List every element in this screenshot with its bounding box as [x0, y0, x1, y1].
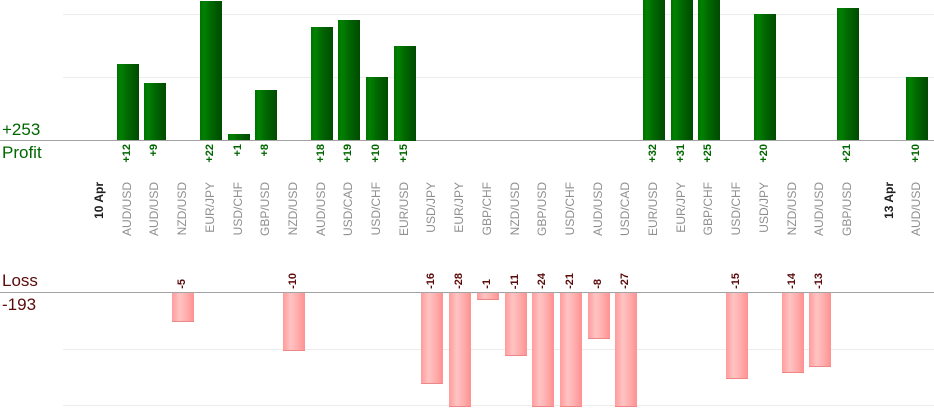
loss-bar — [532, 293, 554, 407]
profit-value-label: +15 — [398, 144, 410, 163]
profit-bar — [228, 134, 250, 140]
profit-bar — [671, 0, 693, 140]
profit-gridline — [63, 14, 934, 15]
profit-value-label: +19 — [342, 144, 354, 163]
x-axis-pair-label: USD/JPY — [757, 182, 771, 233]
x-axis-pair-label: AUD/USD — [314, 182, 328, 237]
x-axis-pair-label: AUD/USD — [909, 182, 923, 237]
loss-value-label: -1 — [481, 279, 493, 289]
profit-value-label: +1 — [232, 144, 244, 157]
x-axis-pair-label: USD/CAD — [618, 182, 632, 237]
x-axis-pair-label: EUR/JPY — [452, 182, 466, 233]
loss-gridline — [63, 349, 934, 350]
loss-value-label: -5 — [176, 279, 188, 289]
profit-value-label: +20 — [758, 144, 770, 163]
loss-bar — [588, 293, 610, 339]
profit-bar — [366, 77, 388, 140]
loss-value-label: -27 — [619, 273, 631, 289]
x-axis-pair-label: USD/CHF — [231, 182, 245, 236]
loss-value-label: -14 — [786, 273, 798, 289]
loss-baseline — [0, 292, 934, 293]
profit-value-label: +10 — [910, 144, 922, 163]
profit-bar — [754, 14, 776, 140]
x-axis-date-label: 10 Apr — [92, 182, 106, 219]
profit-value-label: +32 — [647, 144, 659, 163]
profit-value-label: +21 — [841, 144, 853, 163]
loss-value-label: -8 — [592, 279, 604, 289]
loss-bar — [283, 293, 305, 351]
loss-value-label: -15 — [730, 273, 742, 289]
loss-bar — [421, 293, 443, 384]
x-axis-pair-label: EUR/JPY — [674, 182, 688, 233]
profit-value-label: +9 — [148, 144, 160, 157]
loss-value-label: -28 — [453, 273, 465, 289]
profit-bar — [906, 77, 928, 140]
profit-bar — [394, 46, 416, 141]
x-axis-pair-label: NZD/USD — [286, 182, 300, 236]
profit-gridline — [63, 77, 934, 78]
x-axis-pair-label: GBP/CHF — [480, 182, 494, 236]
x-axis-pair-label: GBP/USD — [535, 182, 549, 237]
loss-gridline — [63, 405, 934, 406]
loss-bar — [477, 293, 499, 300]
profit-axis-label: Profit — [2, 143, 42, 162]
x-axis-pair-label: USD/CHF — [729, 182, 743, 236]
profit-bar — [200, 1, 222, 140]
x-axis-pair-label: GBP/USD — [840, 182, 854, 237]
profit-bar — [837, 8, 859, 140]
x-axis-pair-label: NZD/USD — [785, 182, 799, 236]
loss-value-label: -24 — [536, 273, 548, 289]
loss-value-label: -13 — [813, 273, 825, 289]
profit-bar — [255, 90, 277, 140]
x-axis-pair-label: USD/CHF — [563, 182, 577, 236]
profit-bar — [311, 27, 333, 140]
profit-baseline — [0, 140, 934, 141]
profit-value-label: +8 — [259, 144, 271, 157]
profit-value-label: +18 — [315, 144, 327, 163]
profit-value-label: +22 — [204, 144, 216, 163]
loss-axis-label: Loss — [2, 271, 38, 290]
loss-total: -193 — [2, 295, 37, 314]
x-axis-pair-label: EUR/USD — [397, 182, 411, 237]
loss-bar — [505, 293, 527, 356]
profit-bar — [643, 0, 665, 140]
x-axis-pair-label: AUD/USD — [147, 182, 161, 237]
profit-bar — [117, 64, 139, 140]
x-axis-pair-label: EUR/USD — [646, 182, 660, 237]
x-axis-pair-label: EUR/JPY — [203, 182, 217, 233]
x-axis-pair-label: AUD/USD — [120, 182, 134, 237]
profit-bar — [698, 0, 720, 140]
loss-bar — [449, 293, 471, 407]
x-axis-pair-label: AUD/USD — [591, 182, 605, 237]
profit-total: +253 — [2, 120, 41, 139]
x-axis-date-label: 13 Apr — [882, 182, 896, 219]
profit-bar — [338, 20, 360, 140]
loss-bar — [615, 293, 637, 407]
profit-value-label: +10 — [370, 144, 382, 163]
loss-value-label: -10 — [287, 273, 299, 289]
profit-value-label: +12 — [121, 144, 133, 163]
loss-bar — [726, 293, 748, 379]
x-axis-pair-label: USD/JPY — [424, 182, 438, 233]
loss-bar — [809, 293, 831, 367]
profit-value-label: +25 — [702, 144, 714, 163]
x-axis-pair-label: GBP/CHF — [701, 182, 715, 236]
loss-bar — [782, 293, 804, 373]
profit-value-label: +31 — [675, 144, 687, 163]
x-axis-pair-label: NZD/USD — [508, 182, 522, 236]
x-axis-pair-label: USD/CHF — [369, 182, 383, 236]
x-axis-pair-label: USD/CAD — [341, 182, 355, 237]
x-axis-pair-label: AUD/USD — [812, 182, 826, 237]
x-axis-pair-label: GBP/USD — [258, 182, 272, 237]
profit-bar — [144, 83, 166, 140]
loss-value-label: -21 — [564, 273, 576, 289]
loss-value-label: -11 — [509, 273, 521, 289]
loss-value-label: -16 — [425, 273, 437, 289]
x-axis-pair-label: NZD/USD — [175, 182, 189, 236]
loss-bar — [560, 293, 582, 407]
loss-bar — [172, 293, 194, 322]
